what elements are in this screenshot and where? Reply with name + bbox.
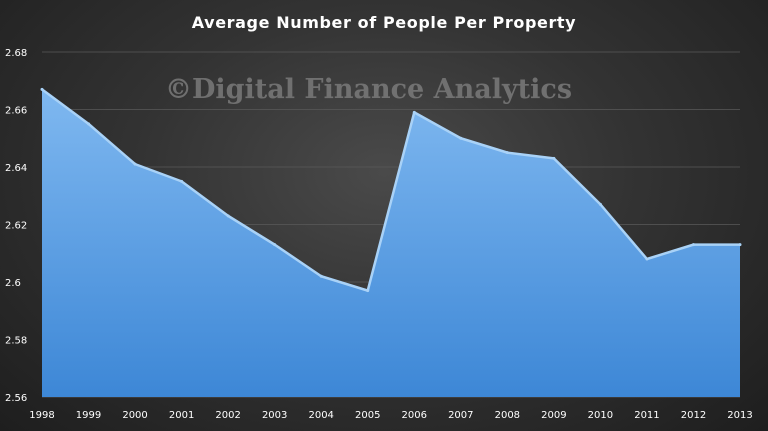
x-tick-label: 2011 bbox=[634, 410, 659, 421]
y-tick-label: 2.56 bbox=[5, 393, 27, 404]
data-point bbox=[598, 202, 602, 206]
y-tick-label: 2.68 bbox=[5, 48, 27, 59]
data-point bbox=[645, 257, 649, 261]
data-point bbox=[505, 151, 509, 155]
y-tick-label: 2.66 bbox=[5, 106, 27, 117]
data-point bbox=[40, 87, 44, 91]
data-point bbox=[87, 122, 91, 126]
x-tick-label: 2008 bbox=[495, 410, 520, 421]
x-tick-label: 1999 bbox=[76, 410, 101, 421]
x-tick-label: 2000 bbox=[122, 410, 147, 421]
data-point bbox=[412, 110, 416, 114]
data-point bbox=[366, 289, 370, 293]
data-point bbox=[691, 243, 695, 247]
y-axis-ticks: 2.56 2.58 2.6 2.62 2.64 2.66 2.68 bbox=[5, 48, 27, 404]
data-point bbox=[180, 179, 184, 183]
x-tick-label: 2007 bbox=[448, 410, 473, 421]
chart-title: Average Number of People Per Property bbox=[191, 13, 577, 32]
x-tick-label: 2006 bbox=[402, 410, 427, 421]
x-tick-label: 2013 bbox=[727, 410, 752, 421]
x-tick-label: 2004 bbox=[308, 410, 333, 421]
data-point bbox=[273, 243, 277, 247]
area-fill bbox=[42, 89, 740, 397]
x-tick-label: 2001 bbox=[169, 410, 194, 421]
x-tick-label: 1998 bbox=[29, 410, 54, 421]
data-point bbox=[226, 214, 230, 218]
watermark-text: ©Digital Finance Analytics bbox=[165, 74, 573, 105]
data-point bbox=[319, 274, 323, 278]
x-tick-label: 2002 bbox=[215, 410, 240, 421]
data-point bbox=[133, 162, 137, 166]
area-top-edge bbox=[41, 88, 740, 292]
x-axis-ticks: 1998 1999 2000 2001 2002 2003 2004 2005 2006 2007… bbox=[29, 410, 752, 421]
x-tick-label: 2010 bbox=[588, 410, 613, 421]
x-tick-label: 2003 bbox=[262, 410, 287, 421]
data-point bbox=[552, 156, 556, 160]
x-tick-label: 2012 bbox=[681, 410, 706, 421]
data-point bbox=[459, 136, 463, 140]
data-point bbox=[738, 243, 742, 247]
y-tick-label: 2.62 bbox=[5, 221, 27, 232]
x-tick-label: 2009 bbox=[541, 410, 566, 421]
series-area bbox=[40, 87, 742, 397]
x-tick-label: 2005 bbox=[355, 410, 380, 421]
y-tick-label: 2.64 bbox=[5, 163, 27, 174]
y-tick-label: 2.58 bbox=[5, 336, 27, 347]
y-tick-label: 2.6 bbox=[5, 278, 21, 289]
